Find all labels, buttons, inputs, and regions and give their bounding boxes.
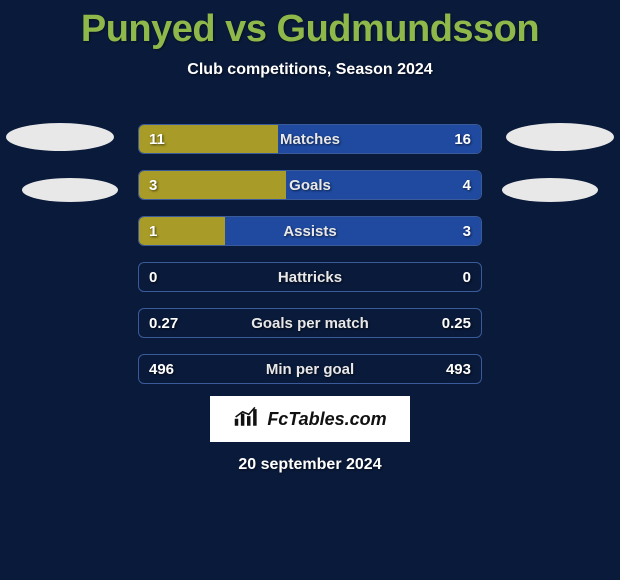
row-matches-left-value: 11 [149, 125, 165, 153]
row-goals-left-value: 3 [149, 171, 157, 199]
row-assists-left-value: 1 [149, 217, 157, 245]
row-mpg-right-value: 493 [446, 355, 471, 383]
bar-chart-icon [233, 405, 261, 434]
row-assists-right-value: 3 [463, 217, 471, 245]
row-hattricks: Hattricks 0 0 [138, 262, 482, 292]
subtitle: Club competitions, Season 2024 [0, 61, 620, 79]
page-title: Punyed vs Gudmundsson [0, 0, 620, 51]
row-assists: Assists 1 3 [138, 216, 482, 246]
comparison-rows: Matches 11 16 Goals 3 4 Assists 1 3 Hatt… [138, 124, 482, 400]
row-gpm-label: Goals per match [139, 309, 481, 337]
row-assists-label: Assists [139, 217, 481, 245]
row-gpm-left-value: 0.27 [149, 309, 178, 337]
row-mpg-label: Min per goal [139, 355, 481, 383]
row-mpg: Min per goal 496 493 [138, 354, 482, 384]
row-hattricks-right-value: 0 [463, 263, 471, 291]
player-right-avatar [506, 123, 614, 151]
row-matches-right-value: 16 [454, 125, 471, 153]
row-goals-right-value: 4 [463, 171, 471, 199]
row-gpm: Goals per match 0.27 0.25 [138, 308, 482, 338]
row-hattricks-left-value: 0 [149, 263, 157, 291]
row-goals: Goals 3 4 [138, 170, 482, 200]
row-matches-label: Matches [139, 125, 481, 153]
player-left-avatar-shadow [22, 178, 118, 202]
player-right-avatar-shadow [502, 178, 598, 202]
row-hattricks-label: Hattricks [139, 263, 481, 291]
date-label: 20 september 2024 [0, 456, 620, 474]
row-gpm-right-value: 0.25 [442, 309, 471, 337]
row-matches: Matches 11 16 [138, 124, 482, 154]
player-left-avatar [6, 123, 114, 151]
logo-text: FcTables.com [267, 409, 386, 430]
logo-box[interactable]: FcTables.com [210, 396, 410, 442]
row-mpg-left-value: 496 [149, 355, 174, 383]
row-goals-label: Goals [139, 171, 481, 199]
